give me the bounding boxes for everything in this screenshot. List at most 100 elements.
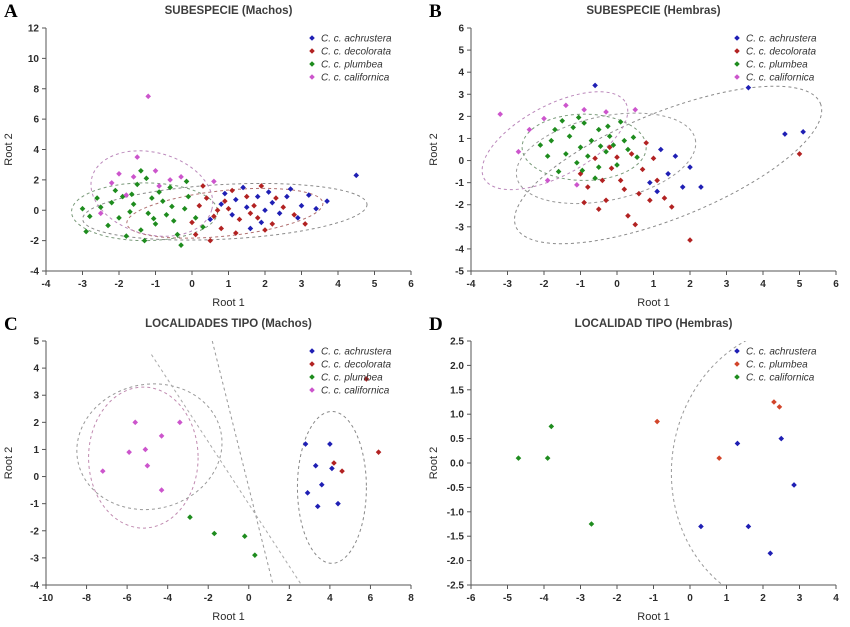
legend-marker [309, 48, 315, 54]
panel-title: SUBESPECIE (Hembras) [586, 5, 720, 17]
panel-A-plot: SUBESPECIE (Machos)-4 -3 -2 -1 0 1 2 3 4 5 6-4-202… [3, 5, 414, 309]
y-tick-label: 2 [33, 418, 39, 429]
legend-marker [309, 35, 315, 41]
scatter-points-C-c-plumbea [79, 167, 206, 248]
x-tick-label: 4 [335, 279, 341, 290]
x-tick-label: -4 [42, 279, 51, 290]
legend-marker [309, 74, 315, 80]
panel-C: C LOCALIDADES TIPO (Machos) -10 -8 -6 -4 -2 0 2… [0, 313, 425, 627]
plot-area [71, 93, 368, 248]
x-tick-label: 3 [299, 279, 305, 290]
x-tick-label: -3 [78, 279, 87, 290]
legend-marker [309, 61, 315, 67]
legend-label: C. c. decolorata [321, 47, 391, 58]
x-tick-label: 0 [687, 593, 693, 604]
panel-label-A: A [4, 1, 18, 22]
x-tick-label: 5 [797, 279, 803, 290]
scatter-points-C-c-achrustera [592, 82, 806, 195]
x-tick-label: 4 [760, 279, 766, 290]
y-tick-label: -1.5 [447, 532, 465, 543]
panel-C-plot: LOCALIDADES TIPO (Machos)-10 -8 -6 -4 -2 0 2 4 6… [3, 318, 414, 623]
y-tick-label: -2.0 [447, 556, 465, 567]
x-tick-label: 8 [408, 593, 414, 604]
x-tick-label: -3 [503, 279, 512, 290]
y-tick-label: -1 [30, 499, 39, 510]
legend-label: C. c. achrustera [321, 347, 392, 358]
x-tick-label: -2 [204, 593, 213, 604]
y-tick-label: -2 [30, 526, 39, 537]
y-tick-label: 4 [33, 364, 39, 375]
x-axis-label: Root 1 [212, 611, 244, 623]
y-tick-label: 5 [33, 337, 39, 348]
x-tick-label: 4 [327, 593, 333, 604]
x-tick-label: 6 [408, 279, 414, 290]
y-tick-label: 2.5 [450, 337, 464, 348]
y-axis-label: Root 2 [428, 133, 440, 165]
y-tick-label: -3 [30, 553, 39, 564]
legend-label: C. c. californica [746, 373, 815, 384]
y-tick-label: 1.5 [450, 385, 464, 396]
panel-D: D LOCALIDAD TIPO (Hembras) -6 -5 -4 -3 -2 -1 0 1… [425, 313, 850, 627]
y-tick-label: 5 [458, 46, 464, 57]
x-tick-label: -2 [540, 279, 549, 290]
legend-marker [734, 74, 740, 80]
y-tick-label: 1.0 [450, 410, 464, 421]
x-tick-label: -8 [82, 593, 91, 604]
y-axis-label: Root 2 [3, 447, 15, 479]
y-tick-label: -2.5 [447, 581, 465, 592]
x-tick-label: -3 [576, 593, 585, 604]
legend-label: C. c. decolorata [746, 47, 816, 58]
scatter-points-C-c-plumbea [537, 114, 640, 182]
y-tick-label: -0.5 [447, 483, 465, 494]
panel-label-D: D [429, 314, 443, 335]
x-tick-label: 5 [372, 279, 378, 290]
y-tick-label: 1 [458, 134, 464, 145]
scatter-points-C-c-plumbea [187, 514, 258, 558]
y-tick-label: 0.5 [450, 434, 464, 445]
panel-B: B SUBESPECIE (Hembras) -4 -3 -2 -1 0 1 2 3 4 5 6 -5-… [425, 0, 850, 313]
legend: C. c. achrustera C. c. decolorata C. c. pl… [309, 34, 392, 84]
legend-label: C. c. californica [321, 386, 390, 397]
x-tick-label: 0 [246, 593, 252, 604]
y-tick-label: -2 [455, 200, 464, 211]
x-tick-label: -4 [467, 279, 476, 290]
legend-label: C. c. californica [321, 73, 390, 84]
x-tick-label: -6 [467, 593, 476, 604]
y-tick-label: 10 [28, 54, 40, 65]
x-tick-label: 2 [687, 279, 693, 290]
y-tick-label: 2 [458, 112, 464, 123]
y-tick-label: 4 [33, 145, 39, 156]
x-tick-label: -6 [123, 593, 132, 604]
x-tick-label: 4 [833, 593, 839, 604]
x-tick-label: 1 [651, 279, 657, 290]
scatter-points-C-c-plumbea [654, 399, 783, 461]
x-tick-label: -4 [163, 593, 172, 604]
x-tick-label: -1 [151, 279, 160, 290]
y-axis-label: Root 2 [3, 133, 15, 165]
scatter-points-C-c-californica [515, 423, 595, 527]
x-axis-label: Root 1 [637, 297, 669, 309]
legend-label: C. c. californica [746, 73, 815, 84]
y-tick-label: 2.0 [450, 361, 464, 372]
y-tick-label: -3 [455, 222, 464, 233]
legend-marker [734, 48, 740, 54]
x-tick-label: -5 [503, 593, 512, 604]
x-tick-label: -10 [39, 593, 54, 604]
legend-marker [734, 374, 740, 380]
y-tick-label: 0 [458, 156, 464, 167]
legend: C. c. achrustera C. c. decolorata C. c. pl… [309, 347, 392, 397]
panel-title: LOCALIDADES TIPO (Machos) [145, 318, 312, 330]
panel-D-plot: LOCALIDAD TIPO (Hembras) -6 -5 -4 -3 -2 -1 0 1 2 3… [428, 318, 839, 623]
y-tick-label: 0 [33, 472, 39, 483]
panel-B-plot: SUBESPECIE (Hembras)-4 -3 -2 -1 0 1 2 3 4 5 6-5-4-… [428, 5, 839, 309]
x-tick-label: 6 [833, 279, 839, 290]
panel-title: SUBESPECIE (Machos) [165, 5, 293, 17]
scatter-points-C-c-achrustera [698, 435, 797, 557]
y-tick-label: 3 [458, 90, 464, 101]
legend: C. c. achrustera C. c. plumbea C. c. calif… [734, 347, 817, 384]
x-tick-label: -4 [540, 593, 549, 604]
x-tick-label: 1 [226, 279, 232, 290]
